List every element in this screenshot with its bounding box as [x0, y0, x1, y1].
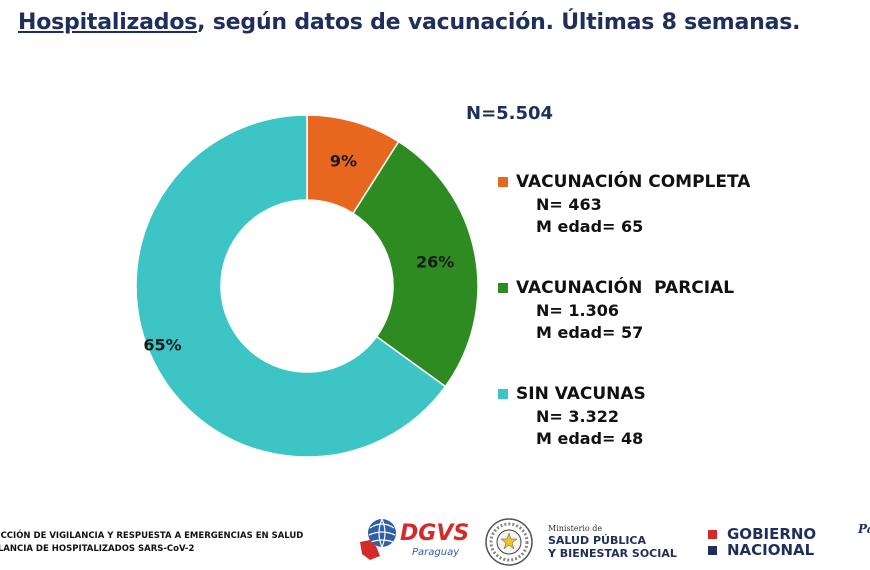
- total-label: N=5.504: [466, 103, 554, 124]
- legend-n-completa: N= 463: [536, 195, 602, 214]
- gobierno-line-1: GOBIERNO: [727, 525, 817, 543]
- dgvs-globe-icon: [360, 518, 396, 560]
- blue-square-icon: [708, 546, 717, 555]
- gobierno-nacional-logo: GOBIERNO NACIONAL: [708, 526, 816, 558]
- footer-line-2: VIGILANCIA DE HOSPITALIZADOS SARS-CoV-2: [0, 544, 195, 554]
- dgvs-logo-text: DGVS: [400, 521, 470, 546]
- data-label-sin-vacunas: 65%: [143, 335, 181, 354]
- coat-of-arms-seal-icon: [485, 518, 533, 566]
- legend-item-sin-vacunas: SIN VACUNAS N= 3.322 M edad= 48: [498, 384, 858, 448]
- donut-slice-sin-vacunas: [135, 114, 447, 458]
- ministerio-line-2: Y BIENESTAR SOCIAL: [548, 547, 677, 560]
- dgvs-logo-subtext: Paraguay: [412, 547, 460, 558]
- donut-slice-parcial: [352, 140, 479, 388]
- title-rest: , según datos de vacunación. Últimas 8 s…: [197, 10, 801, 35]
- legend-item-parcial: VACUNACIÓN PARCIAL N= 1.306 M edad= 57: [498, 278, 858, 342]
- pa-logo-text: Pa: [858, 522, 870, 536]
- page-title: Hospitalizados, según datos de vacunació…: [18, 10, 801, 35]
- footer: DIRECCIÓN DE VIGILANCIA Y RESPUESTA A EM…: [0, 514, 870, 570]
- data-label-completa: 9%: [330, 152, 357, 171]
- footer-text: DIRECCIÓN DE VIGILANCIA Y RESPUESTA A EM…: [0, 530, 303, 556]
- ministerio-name: SALUD PÚBLICA Y BIENESTAR SOCIAL: [548, 534, 677, 560]
- legend-label-completa: VACUNACIÓN COMPLETA: [516, 172, 751, 192]
- legend-label-parcial: VACUNACIÓN PARCIAL: [516, 278, 735, 298]
- title-underlined: Hospitalizados: [18, 10, 198, 35]
- legend-swatch-sin-vacunas: [498, 389, 508, 399]
- footer-line-1: DIRECCIÓN DE VIGILANCIA Y RESPUESTA A EM…: [0, 531, 304, 541]
- ministerio-small-text: Ministerio de: [548, 524, 603, 533]
- legend-label-sin-vacunas: SIN VACUNAS: [516, 384, 646, 404]
- legend-edad-parcial: M edad= 57: [536, 323, 644, 342]
- legend-n-parcial: N= 1.306: [536, 301, 619, 320]
- legend-swatch-parcial: [498, 283, 508, 293]
- legend-edad-completa: M edad= 65: [536, 217, 644, 236]
- red-square-icon: [708, 530, 717, 539]
- legend-item-completa: VACUNACIÓN COMPLETA N= 463 M edad= 65: [498, 172, 858, 236]
- legend-swatch-completa: [498, 177, 508, 187]
- legend-n-sin-vacunas: N= 3.322: [536, 407, 619, 426]
- legend-edad-sin-vacunas: M edad= 48: [536, 429, 644, 448]
- data-label-parcial: 26%: [416, 253, 454, 272]
- ministerio-line-1: SALUD PÚBLICA: [548, 534, 647, 547]
- gobierno-line-2: NACIONAL: [727, 541, 815, 559]
